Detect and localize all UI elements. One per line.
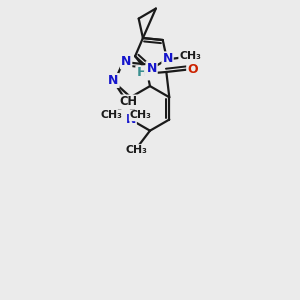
Text: N: N (145, 66, 155, 80)
Text: CH₃: CH₃ (125, 145, 147, 155)
Text: CH₃: CH₃ (179, 51, 201, 61)
Text: CH: CH (119, 95, 137, 108)
Text: N: N (125, 113, 136, 126)
Text: N: N (121, 56, 131, 68)
Text: N: N (108, 74, 119, 87)
Text: H: H (136, 66, 148, 80)
Text: CH₃: CH₃ (130, 110, 152, 120)
Text: CH₃: CH₃ (100, 110, 122, 120)
Text: O: O (187, 63, 198, 76)
Text: N: N (162, 52, 173, 65)
Text: N: N (146, 62, 157, 75)
